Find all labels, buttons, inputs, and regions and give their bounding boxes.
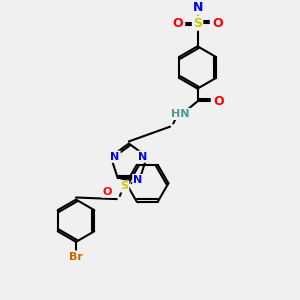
Text: N: N — [110, 152, 120, 162]
Text: S: S — [120, 182, 128, 191]
Text: O: O — [212, 16, 223, 30]
Text: O: O — [102, 187, 112, 197]
Text: N: N — [192, 1, 203, 14]
Text: S: S — [193, 16, 202, 30]
Text: HN: HN — [171, 109, 190, 119]
Text: N: N — [133, 175, 142, 185]
Text: O: O — [213, 95, 224, 108]
Text: Br: Br — [69, 252, 83, 262]
Text: O: O — [172, 16, 183, 30]
Text: N: N — [138, 152, 147, 162]
